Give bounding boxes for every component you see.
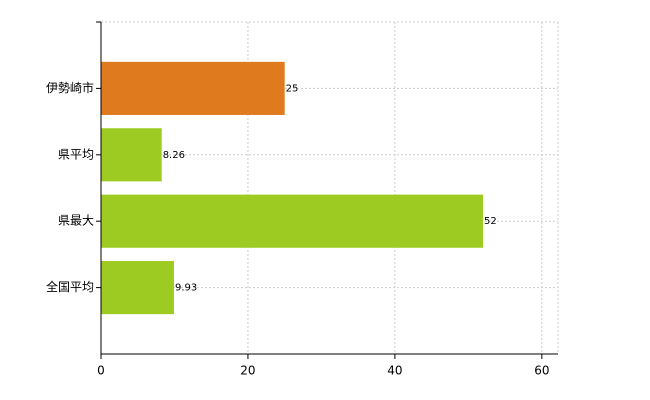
y-tick-label: 全国平均: [46, 279, 94, 294]
value-label: 25: [286, 83, 299, 94]
bar: [101, 128, 162, 182]
x-tick-label: 0: [97, 364, 105, 378]
x-tick-label: 40: [387, 364, 402, 378]
value-label: 8.26: [163, 150, 185, 161]
bar: [101, 194, 484, 248]
y-tick-label: 県最大: [58, 214, 94, 228]
bar: [101, 261, 174, 315]
value-label: 9.93: [175, 283, 197, 294]
y-tick-label: 伊勢崎市: [46, 80, 94, 95]
x-tick-label: 20: [240, 364, 255, 378]
y-tick-label: 県平均: [58, 147, 94, 161]
value-label: 52: [484, 216, 497, 227]
x-tick-label: 60: [534, 364, 549, 378]
bar: [101, 61, 285, 115]
